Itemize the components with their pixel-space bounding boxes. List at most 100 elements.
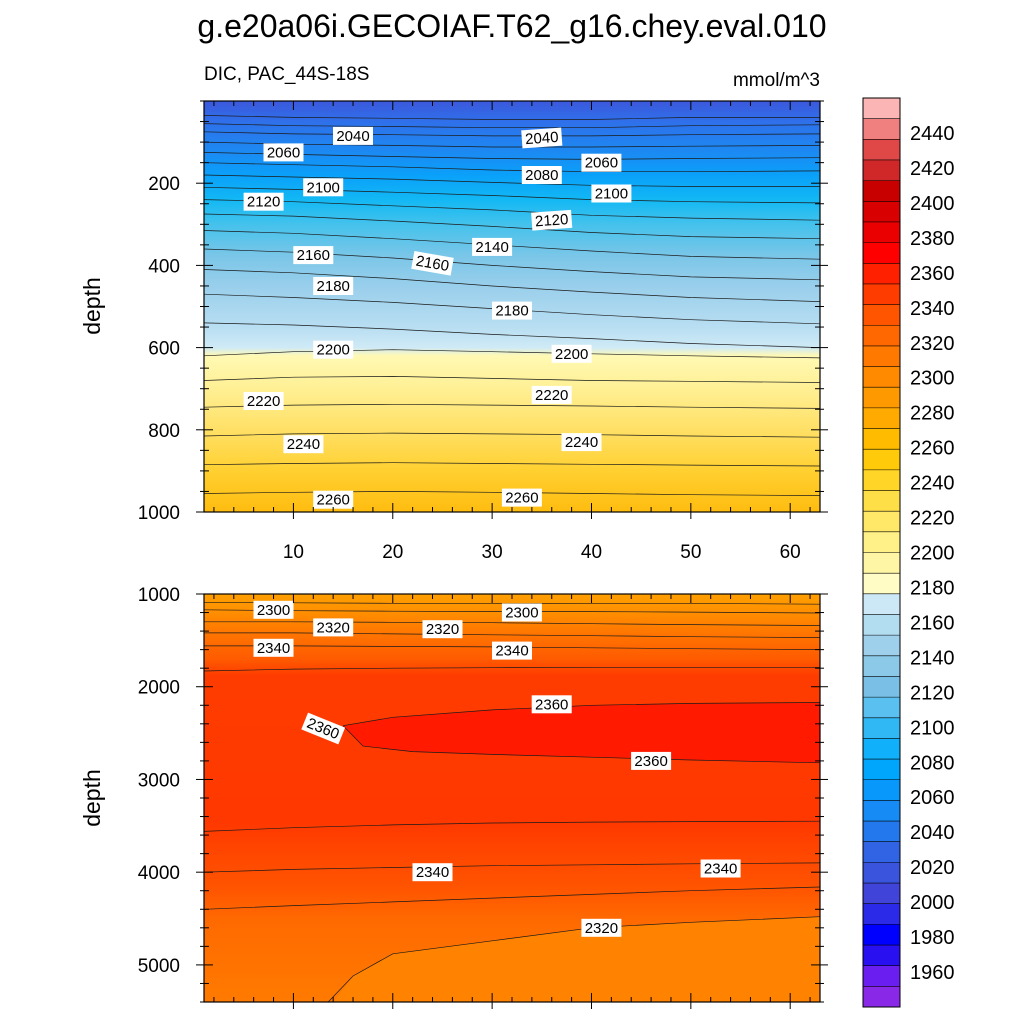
lower-contour-line: [204, 886, 820, 910]
contour-label-text: 2160: [297, 247, 330, 264]
colorbar-swatch: [863, 221, 900, 243]
lower-contour-line: [327, 916, 820, 1002]
lower-contour-line: [204, 632, 820, 638]
colorbar-frame: [862, 97, 901, 1008]
colorbar-label: 2200: [910, 543, 955, 565]
upper-contour-label: 2140: [472, 237, 513, 256]
contour-label-text: 2080: [525, 167, 558, 184]
x-tick-label: 20: [382, 542, 403, 563]
upper-contour-line: [204, 186, 820, 204]
contour-label-box: [243, 192, 284, 211]
colorbar-swatch: [863, 593, 900, 615]
lower-contour-label: 2320: [422, 620, 463, 639]
contour-label-box: [472, 237, 513, 256]
contour-label-box: [501, 603, 542, 622]
upper-contour-label: 2160: [411, 250, 454, 276]
colorbar-label: 2380: [910, 228, 955, 250]
lower-contour-line: [204, 820, 820, 832]
upper-y-tick-label: 800: [148, 421, 180, 442]
contour-label-box: [313, 340, 354, 359]
upper-contour-line: [204, 199, 820, 221]
colorbar-swatch: [863, 903, 900, 925]
colorbar-label: 2240: [910, 473, 955, 495]
colorbar-swatch: [863, 180, 900, 202]
colorbar-swatch: [863, 717, 900, 739]
upper-y-tick-label: 600: [148, 339, 180, 360]
contour-label-text: 2160: [415, 253, 451, 276]
upper-contour-line: [204, 162, 820, 173]
x-tick-label: 60: [780, 542, 801, 563]
colorbar: 2440 2420 2400 2380 2360 2340 2320 2300 2280 2260…: [862, 97, 955, 1008]
contour-label-text: 2320: [426, 621, 459, 638]
contour-label-box: [283, 435, 324, 454]
upper-y-tick-label: 400: [148, 256, 180, 277]
colorbar-label: 2320: [910, 333, 955, 355]
contour-label-box: [531, 209, 573, 231]
contour-label-text: 2120: [247, 194, 280, 211]
colorbar-swatch: [863, 676, 900, 698]
contour-label-text: 2040: [525, 129, 559, 148]
colorbar-label: 1980: [910, 927, 955, 949]
x-tick-label: 50: [680, 542, 701, 563]
contour-label-text: 2180: [317, 278, 350, 295]
colorbar-label: 2140: [910, 647, 955, 669]
upper-contour-line: [204, 123, 820, 129]
colorbar-label: 2180: [910, 577, 955, 599]
contour-label-box: [411, 250, 454, 276]
contour-label-text: 2220: [535, 387, 568, 404]
contour-label-box: [313, 618, 354, 637]
lower-contour-label: 2320: [581, 918, 622, 937]
lower-contour-label: 2300: [253, 600, 294, 619]
colorbar-label: 2040: [910, 822, 955, 844]
contour-label-box: [631, 751, 672, 770]
x-tick-label: 40: [581, 542, 602, 563]
lower-y-tick-label: 5000: [138, 956, 180, 977]
contour-label-box: [581, 153, 622, 172]
colorbar-swatch: [863, 759, 900, 781]
lower-y-tick-label: 4000: [138, 863, 180, 884]
upper-contour-label: 2120: [531, 209, 573, 231]
upper-y-tick-label: 1000: [138, 503, 180, 524]
colorbar-swatch: [863, 883, 900, 905]
contour-label-box: [531, 385, 572, 404]
contour-label-box: [501, 488, 542, 507]
contour-label-box: [301, 712, 346, 745]
lower-y-tick-label: 2000: [138, 678, 180, 699]
contour-label-box: [253, 600, 294, 619]
colorbar-swatch: [863, 635, 900, 657]
upper-contour-label: 2260: [313, 490, 354, 509]
contour-label-text: 2100: [307, 179, 340, 196]
contour-label-text: 2100: [595, 186, 628, 203]
colorbar-swatch: [863, 325, 900, 347]
colorbar-swatch: [863, 242, 900, 264]
colorbar-swatch: [863, 800, 900, 822]
upper-contour-line: [204, 131, 820, 137]
colorbar-label: 2420: [910, 158, 955, 180]
upper-contour-line: [204, 322, 820, 348]
colorbar-swatch: [863, 511, 900, 533]
colorbar-label: 2340: [910, 298, 955, 320]
colorbar-swatch: [863, 531, 900, 553]
upper-contour-label: 2040: [521, 127, 563, 149]
colorbar-swatch: [863, 697, 900, 719]
colorbar-swatch: [863, 965, 900, 987]
x-tick-label: 30: [482, 542, 503, 563]
colorbar-label: 2060: [910, 787, 955, 809]
contour-label-text: 2300: [505, 605, 538, 622]
lower-contour-label: 2320: [313, 618, 354, 637]
contour-label-text: 2340: [704, 861, 737, 878]
chart-title: g.e20a06i.GECOIAF.T62_g16.chey.eval.010: [197, 8, 827, 44]
colorbar-swatch: [863, 304, 900, 326]
upper-contour-line: [204, 462, 820, 467]
contour-label-box: [492, 641, 532, 660]
colorbar-label: 1960: [910, 962, 955, 984]
contour-label-box: [422, 620, 463, 639]
lower-contour-label: 2360: [631, 751, 672, 770]
colorbar-swatch: [863, 345, 900, 367]
contour-label-box: [263, 143, 304, 162]
colorbar-label: 2160: [910, 612, 955, 634]
contour-label-box: [700, 859, 741, 878]
